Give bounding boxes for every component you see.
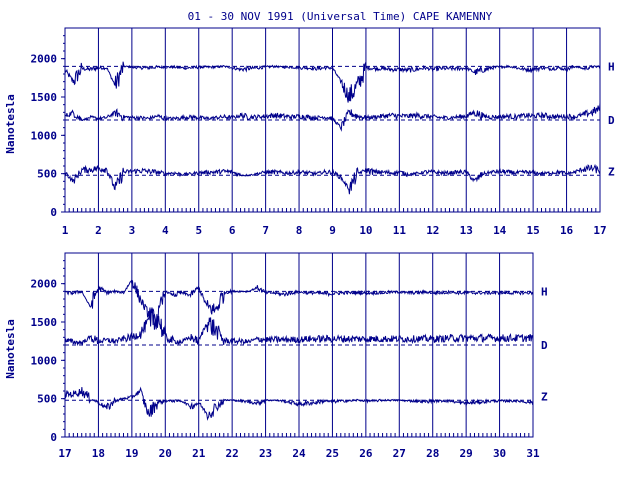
y-tick-label: 1000 — [31, 354, 58, 367]
series-z-trace — [64, 386, 534, 421]
y-tick-label: 1500 — [31, 91, 58, 104]
series-d-trace — [64, 103, 601, 132]
y-tick-label: 1000 — [31, 129, 58, 142]
x-tick-label: 14 — [493, 224, 507, 237]
x-tick-label: 27 — [393, 447, 406, 460]
series-label-d: D — [608, 114, 615, 127]
x-tick-label: 6 — [229, 224, 236, 237]
top-panel: 1 2 3 4 5 6 7 8 9 10 11 12 13 14 15 16 17050010001500200… — [4, 27, 615, 237]
x-tick-label: 25 — [326, 447, 339, 460]
series-h-trace — [64, 61, 601, 103]
x-tick-label: 13 — [460, 224, 473, 237]
y-tick-label: 2000 — [31, 278, 58, 291]
series-label-d: D — [541, 339, 548, 352]
x-tick-label: 22 — [226, 447, 239, 460]
chart-title: 01 - 30 NOV 1991 (Universal Time) CAPE K… — [188, 10, 493, 23]
series-label-h: H — [541, 285, 548, 298]
x-tick-label: 30 — [493, 447, 506, 460]
y-tick-label: 0 — [50, 431, 57, 444]
x-tick-label: 15 — [527, 224, 540, 237]
bottom-panel: 17 18 19 20 21 22 23 24 25 26 27 28 29 30 31 0 500 1000 15… — [4, 252, 548, 460]
y-tick-label: 500 — [37, 393, 57, 406]
y-tick-label: 1500 — [31, 316, 58, 329]
x-tick-label: 21 — [192, 447, 206, 460]
x-tick-label: 11 — [393, 224, 407, 237]
series-d-trace — [64, 309, 534, 347]
x-tick-label: 7 — [262, 224, 269, 237]
x-tick-label: 2 — [95, 224, 102, 237]
x-tick-label: 26 — [359, 447, 373, 460]
x-tick-label: 18 — [92, 447, 105, 460]
x-tick-label: 5 — [195, 224, 202, 237]
series-label-h: H — [608, 60, 615, 73]
x-tick-label: 12 — [426, 224, 439, 237]
x-tick-label: 31 — [526, 447, 540, 460]
x-tick-label: 29 — [460, 447, 473, 460]
series-label-z: Z — [541, 390, 548, 403]
x-tick-label: 4 — [162, 224, 169, 237]
x-tick-label: 1 — [62, 224, 69, 237]
y-axis-label: Nanotesla — [4, 319, 17, 379]
x-tick-label: 28 — [426, 447, 439, 460]
y-tick-label: 0 — [50, 206, 57, 219]
series-h-trace — [64, 279, 534, 330]
x-tick-label: 8 — [296, 224, 303, 237]
y-axis-label: Nanotesla — [4, 94, 17, 154]
x-tick-label: 3 — [129, 224, 136, 237]
series-label-z: Z — [608, 165, 615, 178]
x-tick-label: 24 — [292, 447, 306, 460]
x-tick-label: 20 — [159, 447, 172, 460]
x-tick-label: 19 — [125, 447, 138, 460]
x-tick-label: 17 — [593, 224, 606, 237]
y-tick-label: 500 — [37, 168, 57, 181]
x-tick-label: 17 — [58, 447, 71, 460]
x-tick-label: 16 — [560, 224, 574, 237]
series-z-trace — [64, 163, 601, 195]
x-tick-label: 9 — [329, 224, 336, 237]
x-tick-label: 10 — [359, 224, 372, 237]
y-tick-label: 2000 — [31, 53, 58, 66]
x-tick-label: 23 — [259, 447, 272, 460]
